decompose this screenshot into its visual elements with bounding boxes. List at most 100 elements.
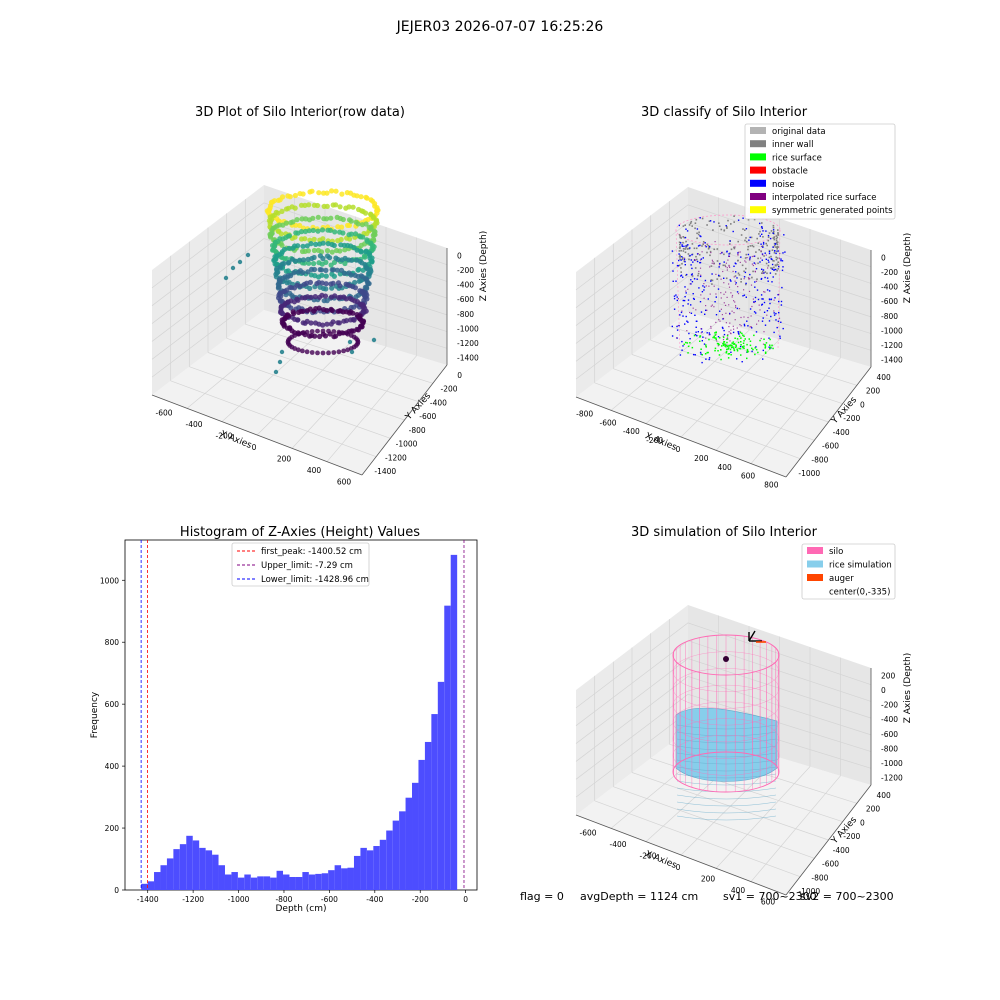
noise-point xyxy=(761,268,763,270)
interpolated-surface-point xyxy=(749,326,751,328)
rice-surface-point xyxy=(726,348,728,351)
inner-wall-point xyxy=(679,235,681,237)
rice-surface-point xyxy=(746,343,748,346)
rice-surface-point xyxy=(759,339,761,342)
noise-point xyxy=(768,346,770,348)
noise-point xyxy=(743,294,746,296)
noise-point xyxy=(694,314,696,316)
rice-surface-point xyxy=(732,346,734,348)
rice-surface-point xyxy=(707,351,709,354)
noise-point xyxy=(749,258,751,260)
scatter-point xyxy=(363,221,369,227)
noise-point xyxy=(782,252,784,254)
rice-surface-point xyxy=(769,338,771,341)
interpolated-surface-point xyxy=(723,282,725,284)
scatter-point xyxy=(330,280,336,286)
x-tick-label: -400 xyxy=(623,427,640,436)
inner-wall-point xyxy=(722,264,725,267)
noise-point xyxy=(723,277,725,279)
noise-point xyxy=(778,265,780,268)
inner-wall-point xyxy=(762,236,764,238)
interpolated-surface-point xyxy=(713,285,715,287)
histogram-bar xyxy=(392,820,400,890)
inner-wall-point xyxy=(770,267,772,269)
inner-wall-point xyxy=(744,229,746,231)
noise-point xyxy=(763,311,766,313)
scatter-point xyxy=(299,236,305,242)
scatter-point xyxy=(340,230,346,236)
histogram-bars xyxy=(141,554,458,890)
z-tick-label: -1200 xyxy=(881,774,903,783)
interpolated-surface-point xyxy=(733,312,735,314)
histogram-bar xyxy=(444,605,451,890)
inner-wall-point xyxy=(775,242,778,244)
rice-surface-point xyxy=(769,348,771,350)
z-tick-label: -200 xyxy=(881,701,898,710)
noise-point xyxy=(696,260,699,263)
scatter-point xyxy=(316,260,322,266)
scatter-point xyxy=(305,269,311,275)
histogram-bar xyxy=(283,874,290,890)
inner-wall-point xyxy=(745,267,747,270)
x-tick-label: -600 xyxy=(579,829,596,838)
interpolated-surface-point xyxy=(743,278,745,280)
interpolated-surface-point xyxy=(726,337,729,339)
x-tick-label: -400 xyxy=(185,420,202,429)
inner-wall-point xyxy=(758,233,760,235)
noise-point xyxy=(751,327,753,329)
interpolated-surface-point xyxy=(753,255,755,257)
inner-wall-point xyxy=(777,264,779,266)
inner-wall-point xyxy=(737,272,740,275)
interpolated-surface-point xyxy=(722,335,724,337)
interpolated-surface-point xyxy=(743,316,745,318)
noise-point xyxy=(747,253,750,256)
noise-point xyxy=(699,217,701,219)
interpolated-surface-point xyxy=(726,296,728,298)
inner-wall-point xyxy=(713,248,715,251)
interpolated-surface-point xyxy=(676,337,678,339)
interpolated-surface-point xyxy=(744,260,746,262)
inner-wall-point xyxy=(694,227,696,230)
noise-point xyxy=(681,340,683,343)
footer-sv2: sv2 = 700~2300 xyxy=(800,890,894,903)
noise-point xyxy=(683,299,686,302)
noise-point xyxy=(774,243,777,245)
scatter-point xyxy=(339,224,345,230)
interpolated-surface-point xyxy=(730,292,732,294)
interpolated-surface-point xyxy=(731,296,733,298)
noise-point xyxy=(723,329,725,332)
scatter-point xyxy=(295,331,301,337)
noise-point xyxy=(771,258,773,261)
scatter-point xyxy=(329,188,335,194)
inner-wall-point xyxy=(680,237,682,239)
rice-surface-point xyxy=(715,337,717,339)
noise-point xyxy=(717,288,720,290)
histogram-bar xyxy=(231,872,238,890)
interpolated-surface-point xyxy=(728,283,730,285)
z-tick-label: -400 xyxy=(881,283,898,292)
interpolated-surface-point xyxy=(728,264,730,266)
noise-point xyxy=(780,321,782,323)
interpolated-surface-point xyxy=(735,283,737,285)
inner-wall-point xyxy=(776,269,778,272)
noise-point xyxy=(741,361,743,363)
interpolated-surface-point xyxy=(720,278,722,280)
noise-point xyxy=(702,285,704,287)
histogram-bar xyxy=(166,858,174,890)
noise-point xyxy=(672,270,674,272)
noise-point xyxy=(775,312,777,315)
noise-point xyxy=(694,354,696,356)
histogram-bar xyxy=(334,865,342,890)
y-tick-label: -1400 xyxy=(374,467,396,476)
inner-wall-point xyxy=(766,244,768,247)
inner-wall-point xyxy=(678,241,681,244)
histogram-bar xyxy=(276,870,284,890)
inner-wall-point xyxy=(733,221,735,223)
rice-surface-point xyxy=(748,338,750,340)
interpolated-surface-point xyxy=(758,304,760,306)
inner-wall-point xyxy=(757,262,759,265)
inner-wall-point xyxy=(775,239,778,242)
scatter-point xyxy=(299,248,306,255)
noise-point xyxy=(691,267,693,270)
interpolated-surface-point xyxy=(756,323,758,325)
